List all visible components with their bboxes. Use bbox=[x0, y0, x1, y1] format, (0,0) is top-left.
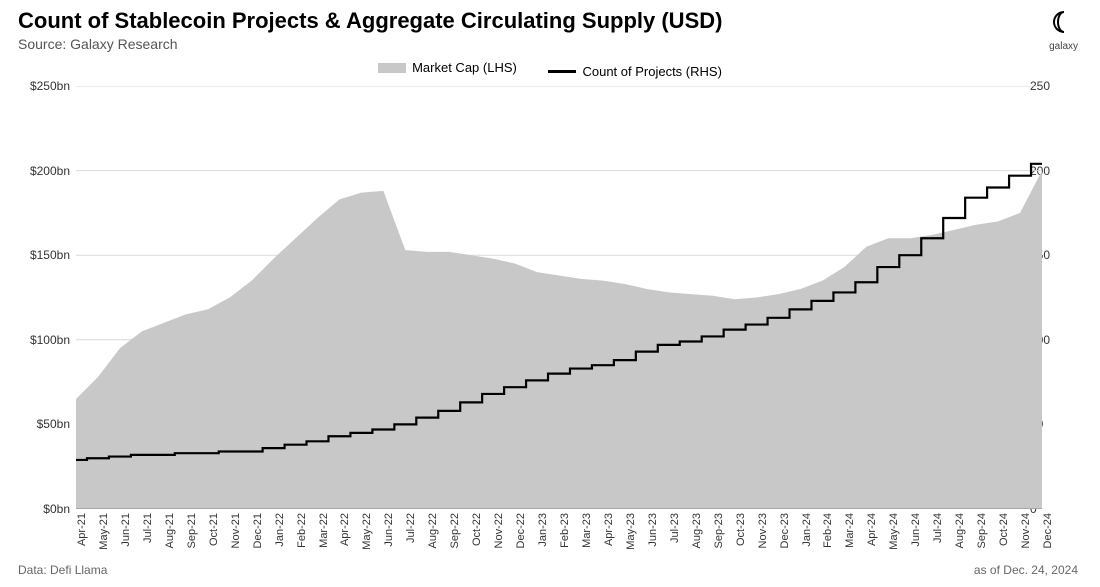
x-tick: Feb-22 bbox=[296, 513, 308, 548]
x-axis: Apr-21 May-21 Jun-21 Jul-21 Aug-21 Sep-21 Oct-… bbox=[76, 509, 1042, 587]
x-tick: Mar-23 bbox=[581, 513, 593, 548]
x-tick: Dec-24 bbox=[1042, 513, 1054, 548]
y-left-tick: $100bn bbox=[0, 333, 70, 347]
galaxy-logo-text: galaxy bbox=[1049, 41, 1078, 52]
plot-area bbox=[76, 86, 1042, 509]
legend-swatch-area bbox=[378, 63, 406, 73]
plot-svg bbox=[76, 86, 1042, 509]
x-tick: May-21 bbox=[98, 513, 110, 550]
x-tick: Dec-22 bbox=[515, 513, 527, 548]
x-tick: Jan-24 bbox=[801, 513, 813, 547]
x-tick: Jul-23 bbox=[669, 513, 681, 543]
x-tick: Nov-22 bbox=[493, 513, 505, 548]
x-tick: Mar-22 bbox=[318, 513, 330, 548]
market-cap-area bbox=[76, 171, 1042, 509]
x-tick: Aug-21 bbox=[164, 513, 176, 548]
x-tick: May-22 bbox=[361, 513, 373, 550]
x-tick: Jun-22 bbox=[383, 513, 395, 547]
x-tick: Dec-23 bbox=[779, 513, 791, 548]
chart-container: Count of Stablecoin Projects & Aggregate… bbox=[0, 0, 1100, 587]
x-tick: Jan-23 bbox=[537, 513, 549, 547]
legend-label-line: Count of Projects (RHS) bbox=[582, 64, 721, 79]
footer-data-source: Data: Defi Llama bbox=[18, 563, 107, 577]
y-axis-left: $0bn$50bn$100bn$150bn$200bn$250bn bbox=[0, 86, 70, 509]
x-tick: Sep-21 bbox=[186, 513, 198, 548]
y-left-tick: $0bn bbox=[0, 502, 70, 516]
x-tick: Jul-24 bbox=[932, 513, 944, 543]
x-tick: Apr-23 bbox=[603, 513, 615, 546]
x-tick: Aug-23 bbox=[691, 513, 703, 548]
x-tick: Apr-24 bbox=[866, 513, 878, 546]
x-tick: Sep-22 bbox=[449, 513, 461, 548]
galaxy-logo: galaxy bbox=[1049, 10, 1078, 52]
x-tick: Jan-22 bbox=[274, 513, 286, 547]
x-tick: Jun-24 bbox=[910, 513, 922, 547]
legend-label-area: Market Cap (LHS) bbox=[412, 60, 517, 75]
x-tick: May-23 bbox=[625, 513, 637, 550]
x-tick: Dec-21 bbox=[252, 513, 264, 548]
legend-swatch-line bbox=[548, 70, 576, 73]
galaxy-logo-icon bbox=[1052, 10, 1076, 34]
x-tick: Apr-22 bbox=[339, 513, 351, 546]
y-left-tick: $150bn bbox=[0, 248, 70, 262]
x-tick: Nov-24 bbox=[1020, 513, 1032, 548]
legend-item-line: Count of Projects (RHS) bbox=[548, 64, 721, 79]
x-tick: Jun-21 bbox=[120, 513, 132, 547]
x-tick: Jun-23 bbox=[647, 513, 659, 547]
x-tick: May-24 bbox=[888, 513, 900, 550]
x-tick: Jul-21 bbox=[142, 513, 154, 543]
x-tick: Sep-23 bbox=[713, 513, 725, 548]
y-left-tick: $50bn bbox=[0, 417, 70, 431]
x-tick: Oct-23 bbox=[735, 513, 747, 546]
legend-item-area: Market Cap (LHS) bbox=[378, 60, 517, 75]
legend: Market Cap (LHS) Count of Projects (RHS) bbox=[0, 60, 1100, 79]
x-tick: Mar-24 bbox=[844, 513, 856, 548]
x-tick: Sep-24 bbox=[976, 513, 988, 548]
y-left-tick: $250bn bbox=[0, 79, 70, 93]
x-tick: Nov-21 bbox=[230, 513, 242, 548]
chart-title: Count of Stablecoin Projects & Aggregate… bbox=[18, 8, 722, 34]
x-tick: Oct-21 bbox=[208, 513, 220, 546]
x-tick: Nov-23 bbox=[757, 513, 769, 548]
x-tick: Jul-22 bbox=[405, 513, 417, 543]
x-tick: Oct-24 bbox=[998, 513, 1010, 546]
chart-subtitle: Source: Galaxy Research bbox=[18, 36, 178, 52]
x-tick: Oct-22 bbox=[471, 513, 483, 546]
x-tick: Aug-24 bbox=[954, 513, 966, 548]
x-tick: Feb-24 bbox=[822, 513, 834, 548]
x-tick: Feb-23 bbox=[559, 513, 571, 548]
y-left-tick: $200bn bbox=[0, 164, 70, 178]
x-tick: Aug-22 bbox=[427, 513, 439, 548]
x-tick: Apr-21 bbox=[76, 513, 88, 546]
footer-as-of: as of Dec. 24, 2024 bbox=[974, 563, 1078, 577]
